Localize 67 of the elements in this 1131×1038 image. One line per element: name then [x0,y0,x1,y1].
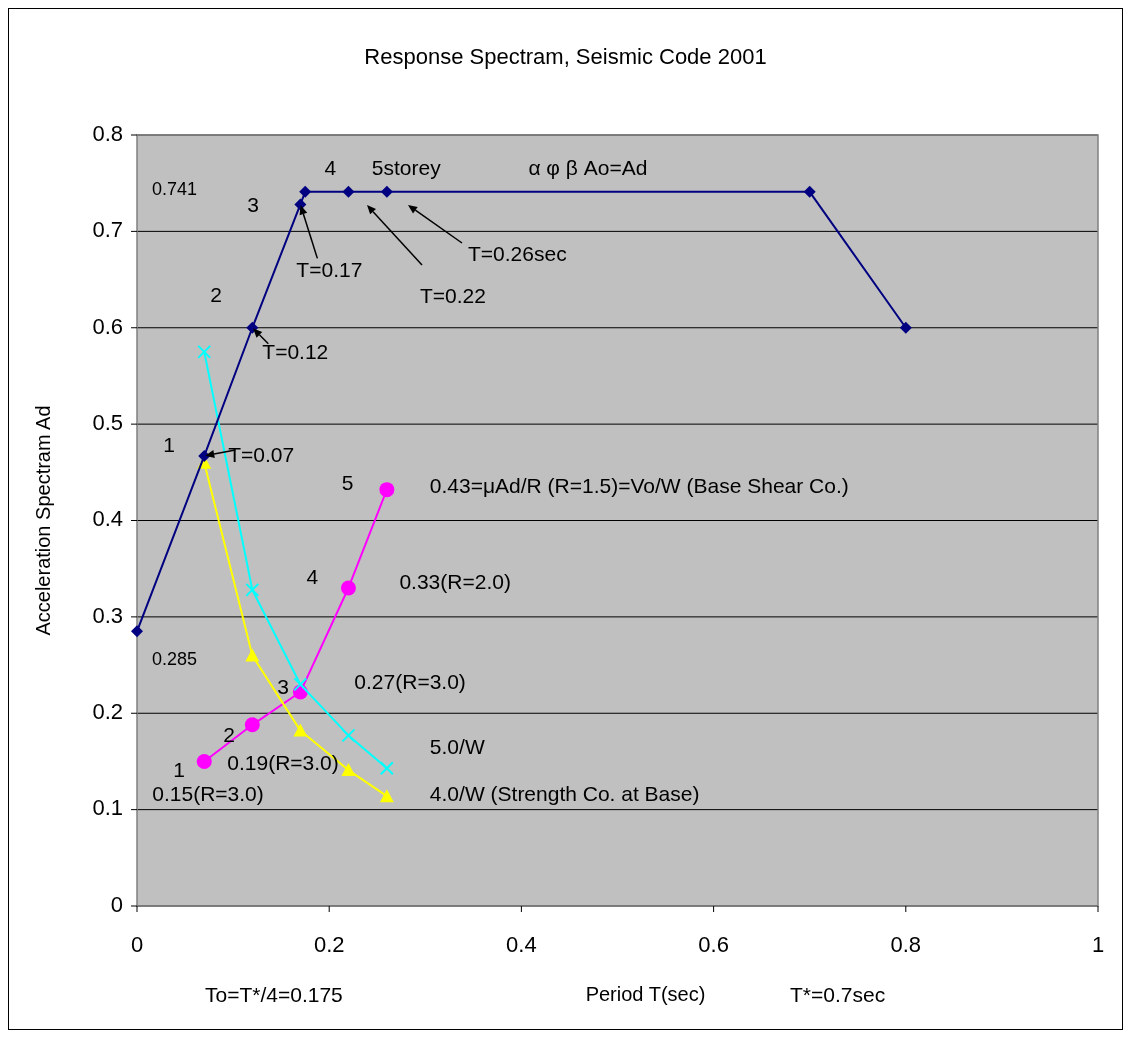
point [245,648,260,662]
point [196,753,212,769]
point [379,789,394,803]
y-axis-title: Acceleration Spectram Ad [32,405,55,636]
x-tick-label: 0.4 [506,932,537,957]
annotation: 5 [341,471,354,495]
point [294,198,307,211]
point [379,761,394,776]
point [198,449,211,462]
annotation: 2 [210,283,223,307]
y-tick-label: 0.7 [92,217,123,243]
annotation: 0.19(R=3.0) [227,751,339,775]
y-tick-label: 0.3 [92,602,123,628]
x-tick-label: 1 [1091,932,1105,957]
annotation: α φ β Ao=Ad [528,156,648,180]
text: To=T*/4=0.175 [205,982,343,1006]
point [899,321,912,334]
annotation: 3 [277,674,290,698]
y-tick-label: 0.4 [92,506,123,532]
annotation: 3 [247,192,260,216]
point [246,321,259,334]
x-tick-label: 0.8 [890,932,922,957]
annotation: 0.285 [152,649,198,670]
point [197,344,212,359]
annotation: T=0.26sec [468,241,567,265]
annotation: 0.15(R=3.0) [152,781,264,805]
y-tick-label: 0.1 [92,795,123,821]
x-tick-label: 0.6 [698,932,729,957]
point [342,185,355,198]
annotation: 0.33(R=2.0) [399,569,511,593]
point [245,582,260,597]
point [293,677,308,692]
chart-title: Response Spectram, Seismic Code 2001 [364,43,767,69]
x-axis-title: Period T(sec) [585,983,706,1006]
annotation: T=0.22 [420,283,486,307]
y-tick-label: 0.6 [92,313,123,339]
annotation: 1 [163,433,175,457]
point [341,763,356,777]
annotation: 0.43=μAd/R (R=1.5)=Vo/W (Base Shear Co.) [429,474,849,498]
y-tick-label: 0.2 [92,699,123,725]
point [341,728,356,743]
point [379,482,395,498]
annotation: 4 [324,156,337,180]
y-tick-label: 0.8 [92,120,123,146]
y-tick-label: 0.5 [92,409,123,435]
point [803,185,816,198]
annotation: 0.27(R=3.0) [354,669,466,693]
annotation: 1 [173,757,185,781]
annotation: 4 [306,564,319,588]
annotation: 4.0/W (Strength Co. at Base) [429,781,700,805]
annotation: T=0.17 [296,257,363,281]
y-tick-label: 0 [110,891,123,917]
annotation: 5.0/W [429,734,485,758]
annotation: T=0.12 [262,340,329,364]
point [293,723,308,737]
text: T*=0.7sec [790,982,886,1006]
annotation: 5storey [371,156,442,180]
x-tick-label: 0 [130,932,144,957]
point [131,625,143,638]
annotation: T=0.07 [228,443,295,467]
annotation: 2 [223,723,236,747]
point [340,580,356,596]
point [299,185,312,198]
annotation: 0.741 [152,178,198,199]
point [244,717,260,733]
x-tick-label: 0.2 [313,932,345,957]
point [380,185,393,198]
